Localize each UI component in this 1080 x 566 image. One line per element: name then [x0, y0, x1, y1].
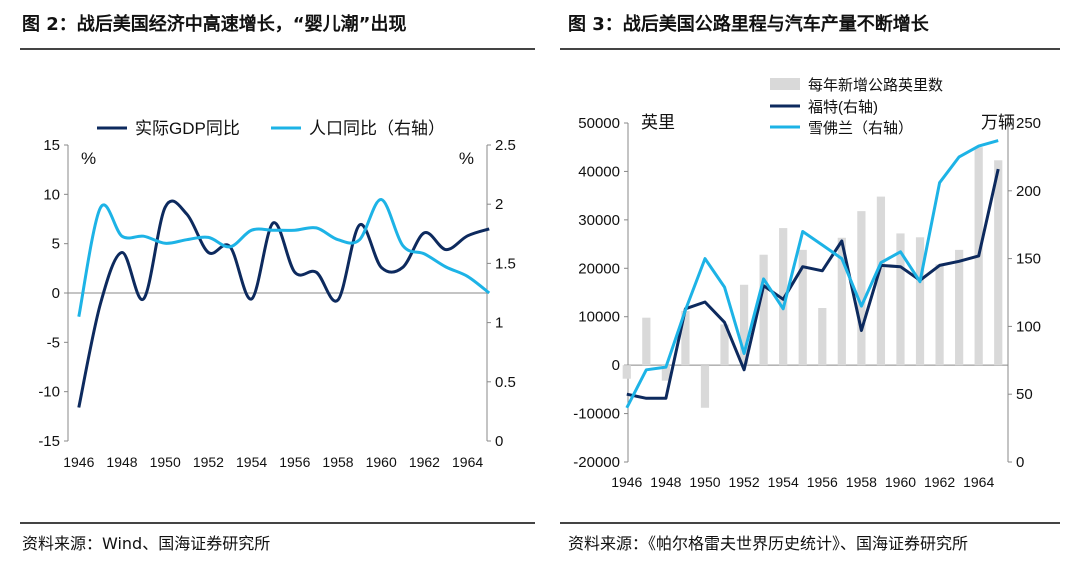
left-chart-left-tick-label: 15	[43, 137, 60, 154]
right-chart-right-tick-label: 50	[1016, 386, 1033, 403]
left-chart-x-tick-label: 1946	[63, 454, 94, 470]
left-chart-right-tick-label: 1.5	[495, 255, 516, 272]
right-chart-x-tick-label: 1960	[885, 474, 916, 490]
right-chart-left-tick-label: 30000	[578, 212, 620, 229]
right-chart-bar-new-highway-miles	[681, 310, 690, 366]
right-chart-legend-swatch	[770, 78, 800, 90]
right-chart-left-tick-label: 20000	[578, 260, 620, 277]
left-chart-right-axis-unit: %	[459, 149, 474, 168]
left-chart-left-tick-label: -15	[38, 433, 60, 450]
right-chart-x-tick-label: 1956	[807, 474, 838, 490]
right-chart-right-tick-label: 200	[1016, 183, 1041, 200]
left-chart-left-tick-label: 10	[43, 186, 60, 203]
right-chart-right-tick-label: 100	[1016, 318, 1041, 335]
left-chart-x-tick-label: 1960	[366, 454, 397, 470]
right-chart-x-tick-label: 1948	[650, 474, 681, 490]
right-chart-series-line-1	[626, 168, 1000, 400]
left-chart-right-tick-label: 2.5	[495, 137, 516, 154]
right-chart-x-tick-label: 1950	[689, 474, 720, 490]
right-chart-left-tick-label: 10000	[578, 309, 620, 326]
right-chart-series-line-2	[625, 139, 999, 409]
left-chart-x-tick-label: 1950	[150, 454, 181, 470]
right-chart-bar-new-highway-miles	[915, 237, 925, 366]
right-chart-x-tick-label: 1954	[768, 474, 799, 490]
right-chart-bar-new-highway-miles	[896, 233, 905, 366]
left-chart-right-tick-label: 2	[495, 196, 503, 213]
right-chart-bar-new-highway-miles	[798, 249, 807, 366]
left-top-rule	[20, 48, 535, 50]
right-chart-bar-new-highway-miles	[700, 365, 710, 408]
right-panel-title: 图 3：战后美国公路里程与汽车产量不断增长	[568, 14, 929, 35]
right-chart-bar-new-highway-miles	[642, 317, 651, 366]
right-chart-legend-label: 每年新增公路英里数	[808, 76, 943, 94]
left-chart-series-line-1	[77, 199, 490, 408]
right-bottom-rule	[560, 522, 1060, 524]
right-chart-legend-label: 福特(右轴)	[808, 99, 878, 116]
right-chart-bar-new-highway-miles	[955, 249, 964, 366]
left-chart-x-tick-label: 1954	[236, 454, 267, 470]
right-chart-bar-new-highway-miles	[622, 365, 631, 379]
left-panel-title: 图 2：战后美国经济中高速增长，“婴儿潮”出现	[22, 14, 407, 35]
right-top-rule	[560, 48, 1060, 50]
right-chart-left-tick-label: 40000	[578, 163, 620, 180]
right-chart-right-axis-unit: 万辆	[981, 113, 1015, 132]
left-chart-left-tick-label: -5	[47, 334, 60, 351]
left-chart-x-tick-label: 1958	[322, 454, 353, 470]
right-chart-bar-new-highway-miles	[759, 254, 768, 366]
right-chart-left-axis-unit: 英里	[641, 113, 675, 132]
left-chart-legend-label: 实际GDP同比	[135, 119, 240, 138]
left-chart-x-tick-label: 1962	[409, 454, 440, 470]
right-chart-bar-new-highway-miles	[661, 365, 670, 381]
left-chart-left-tick-label: -10	[38, 384, 60, 401]
left-chart-left-tick-label: 0	[52, 285, 60, 302]
right-chart-left-tick-label: 50000	[578, 115, 620, 132]
left-chart-x-tick-label: 1964	[452, 454, 483, 470]
left-chart-right-tick-label: 1	[495, 315, 503, 332]
right-chart-right-tick-label: 250	[1016, 115, 1041, 132]
right-chart-bar-new-highway-miles	[935, 264, 944, 366]
left-chart-right-tick-label: 0.5	[495, 374, 516, 391]
left-chart-left-tick-label: 5	[52, 236, 60, 253]
right-chart-x-tick-label: 1952	[728, 474, 759, 490]
right-chart-left-tick-label: 0	[612, 357, 620, 374]
left-source-note: 资料来源：Wind、国海证券研究所	[22, 534, 271, 553]
left-chart-right-tick-label: 0	[495, 433, 503, 450]
left-chart-x-tick-label: 1948	[106, 454, 137, 470]
right-source-note: 资料来源：《帕尔格雷夫世界历史统计》、国海证券研究所	[568, 534, 969, 553]
right-chart-bar-new-highway-miles	[739, 284, 749, 366]
right-chart-bar-new-highway-miles	[818, 307, 827, 366]
right-chart-bar-new-highway-miles	[720, 324, 729, 366]
left-chart-left-axis-unit: %	[81, 149, 96, 168]
right-chart-x-tick-label: 1958	[846, 474, 877, 490]
right-chart-legend-label: 雪佛兰（右轴）	[808, 120, 913, 137]
left-bottom-rule	[20, 522, 535, 524]
right-chart-left-tick-label: -20000	[573, 454, 620, 471]
left-chart-x-tick-label: 1956	[279, 454, 310, 470]
right-chart-right-tick-label: 150	[1016, 251, 1041, 268]
right-chart-x-tick-label: 1946	[611, 474, 642, 490]
left-chart-x-tick-label: 1952	[193, 454, 224, 470]
right-chart-bar-new-highway-miles	[857, 211, 866, 366]
right-chart-bar-new-highway-miles	[994, 160, 1003, 366]
right-chart-x-tick-label: 1962	[924, 474, 955, 490]
right-chart-bar-new-highway-miles	[837, 237, 846, 366]
right-chart-bar-new-highway-miles	[876, 196, 886, 366]
right-chart-left-tick-label: -10000	[573, 406, 620, 423]
left-chart-series-line-2	[77, 198, 491, 317]
right-chart-right-tick-label: 0	[1016, 454, 1024, 471]
left-chart-legend-label: 人口同比（右轴）	[309, 119, 445, 138]
right-chart-x-tick-label: 1964	[963, 474, 994, 490]
